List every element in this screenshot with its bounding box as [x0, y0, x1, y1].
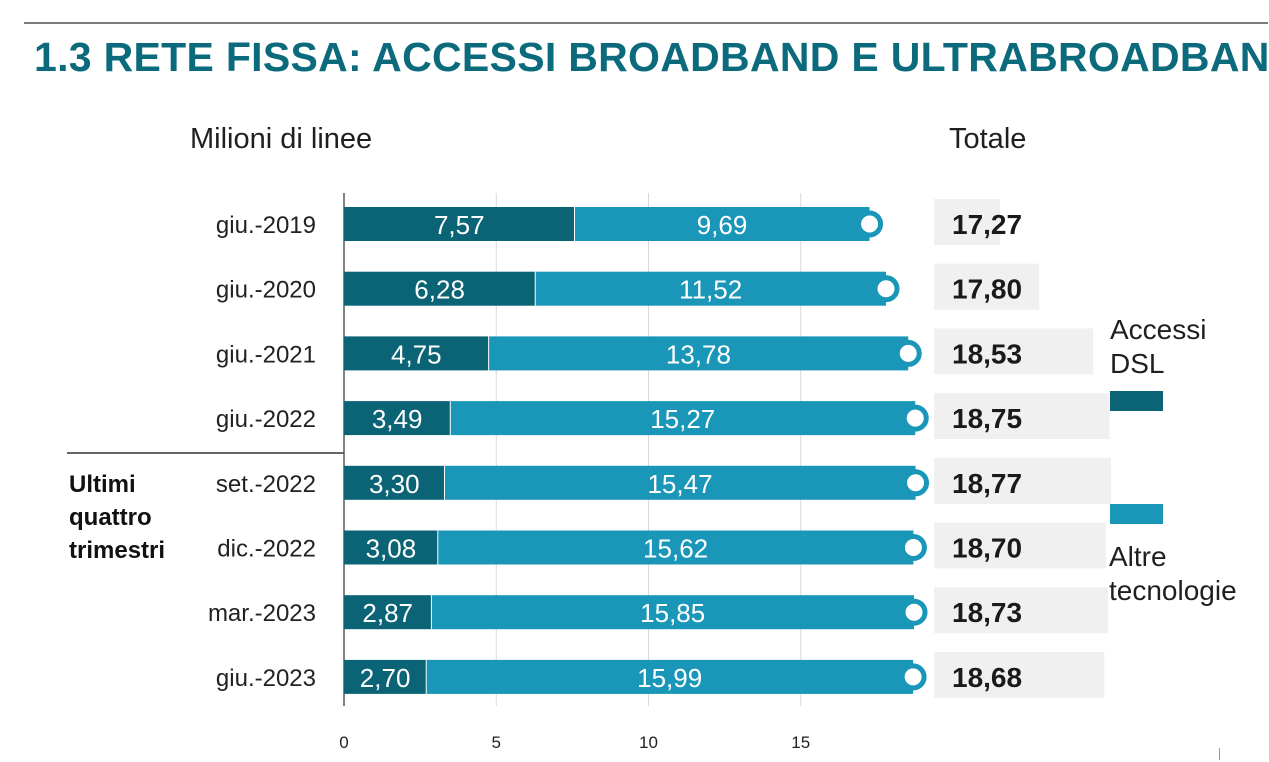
bar-label-dsl: 4,75: [391, 339, 442, 369]
x-tick-label: 0: [339, 733, 348, 752]
bar-altre: [437, 530, 914, 565]
bar-label-altre: 13,78: [666, 339, 731, 369]
bar-dsl: [344, 659, 427, 694]
total-box: [934, 328, 1094, 375]
total-value: 17,80: [952, 274, 1022, 305]
bar-label-dsl: 7,57: [434, 210, 485, 240]
total-marker: [899, 663, 927, 691]
category-label: giu.-2022: [216, 406, 316, 433]
total-value: 18,75: [952, 403, 1022, 434]
x-tick-label: 10: [639, 733, 658, 752]
totale-header: Totale: [949, 123, 1027, 155]
total-value: 18,68: [952, 662, 1022, 693]
total-value: 18,70: [952, 533, 1022, 564]
total-box: [934, 393, 1110, 440]
category-label: giu.-2020: [216, 277, 316, 304]
bar-label-altre: 15,27: [650, 404, 715, 434]
legend-dsl-line2: DSL: [1110, 348, 1165, 379]
bar-dsl: [344, 271, 536, 306]
total-marker: [900, 598, 928, 626]
page-title: 1.3 RETE FISSA: ACCESSI BROADBAND E ULTR…: [34, 34, 1269, 80]
legend-altre-label: Altre tecnologie: [1109, 540, 1237, 608]
total-box: [934, 199, 1000, 245]
bar-dsl: [344, 465, 445, 500]
total-marker: [872, 275, 900, 303]
bar-dsl: [344, 530, 438, 565]
total-marker: [902, 469, 930, 497]
bar-label-altre: 15,85: [640, 598, 705, 628]
total-box: [934, 457, 1111, 504]
category-label: giu.-2019: [216, 212, 316, 239]
category-label: set.-2022: [216, 471, 316, 498]
bar-label-dsl: 3,30: [369, 469, 420, 499]
bar-label-altre: 15,99: [637, 663, 702, 693]
bar-dsl: [344, 401, 451, 436]
total-value: 18,73: [952, 597, 1022, 628]
bar-dsl: [344, 336, 489, 371]
page-marker: [1219, 748, 1220, 760]
bar-label-altre: 15,47: [647, 469, 712, 499]
bar-label-dsl: 3,08: [366, 534, 417, 564]
total-value: 18,53: [952, 338, 1022, 369]
bar-label-altre: 9,69: [697, 210, 748, 240]
legend-dsl-line1: Accessi: [1110, 314, 1207, 345]
category-label: giu.-2021: [216, 341, 316, 368]
legend-dsl-swatch: [1110, 391, 1163, 411]
category-label: giu.-2023: [216, 665, 316, 692]
bar-altre: [535, 271, 887, 306]
legend-dsl-label: Accessi DSL: [1110, 313, 1206, 381]
bar-label-dsl: 2,70: [360, 663, 411, 693]
bar-altre: [426, 659, 914, 694]
bar-dsl: [344, 595, 432, 630]
top-rule: [24, 22, 1268, 24]
total-box: [934, 522, 1106, 569]
group-label: Ultimi quattro trimestri: [69, 471, 166, 564]
bar-altre: [431, 595, 915, 630]
total-marker: [894, 339, 922, 367]
total-box: [934, 651, 1105, 698]
bar-altre: [574, 207, 870, 241]
bar-label-dsl: 2,87: [362, 598, 413, 628]
bar-label-altre: 11,52: [679, 275, 742, 305]
bar-altre: [444, 465, 916, 500]
total-value: 18,77: [952, 468, 1022, 499]
total-marker: [899, 534, 927, 561]
category-label: dic.-2022: [217, 536, 316, 563]
group-divider: [67, 452, 344, 454]
category-label: mar.-2023: [208, 600, 316, 627]
legend-altre-line1: Altre: [1109, 541, 1167, 572]
x-tick-label: 5: [492, 733, 501, 752]
total-marker: [901, 404, 929, 432]
bar-label-dsl: 3,49: [372, 404, 423, 434]
bar-label-dsl: 6,28: [414, 275, 465, 305]
x-tick-label: 15: [791, 733, 810, 752]
total-marker: [856, 210, 884, 238]
bar-altre: [450, 401, 916, 436]
total-box: [934, 263, 1040, 310]
legend-altre-line2: tecnologie: [1109, 575, 1237, 606]
bar-altre: [488, 336, 909, 371]
unit-label: Milioni di linee: [190, 123, 373, 155]
total-box: [934, 587, 1109, 634]
legend-altre-swatch: [1110, 504, 1163, 524]
bar-label-altre: 15,62: [643, 534, 708, 564]
total-value: 17,27: [952, 209, 1022, 240]
bar-dsl: [344, 207, 575, 241]
